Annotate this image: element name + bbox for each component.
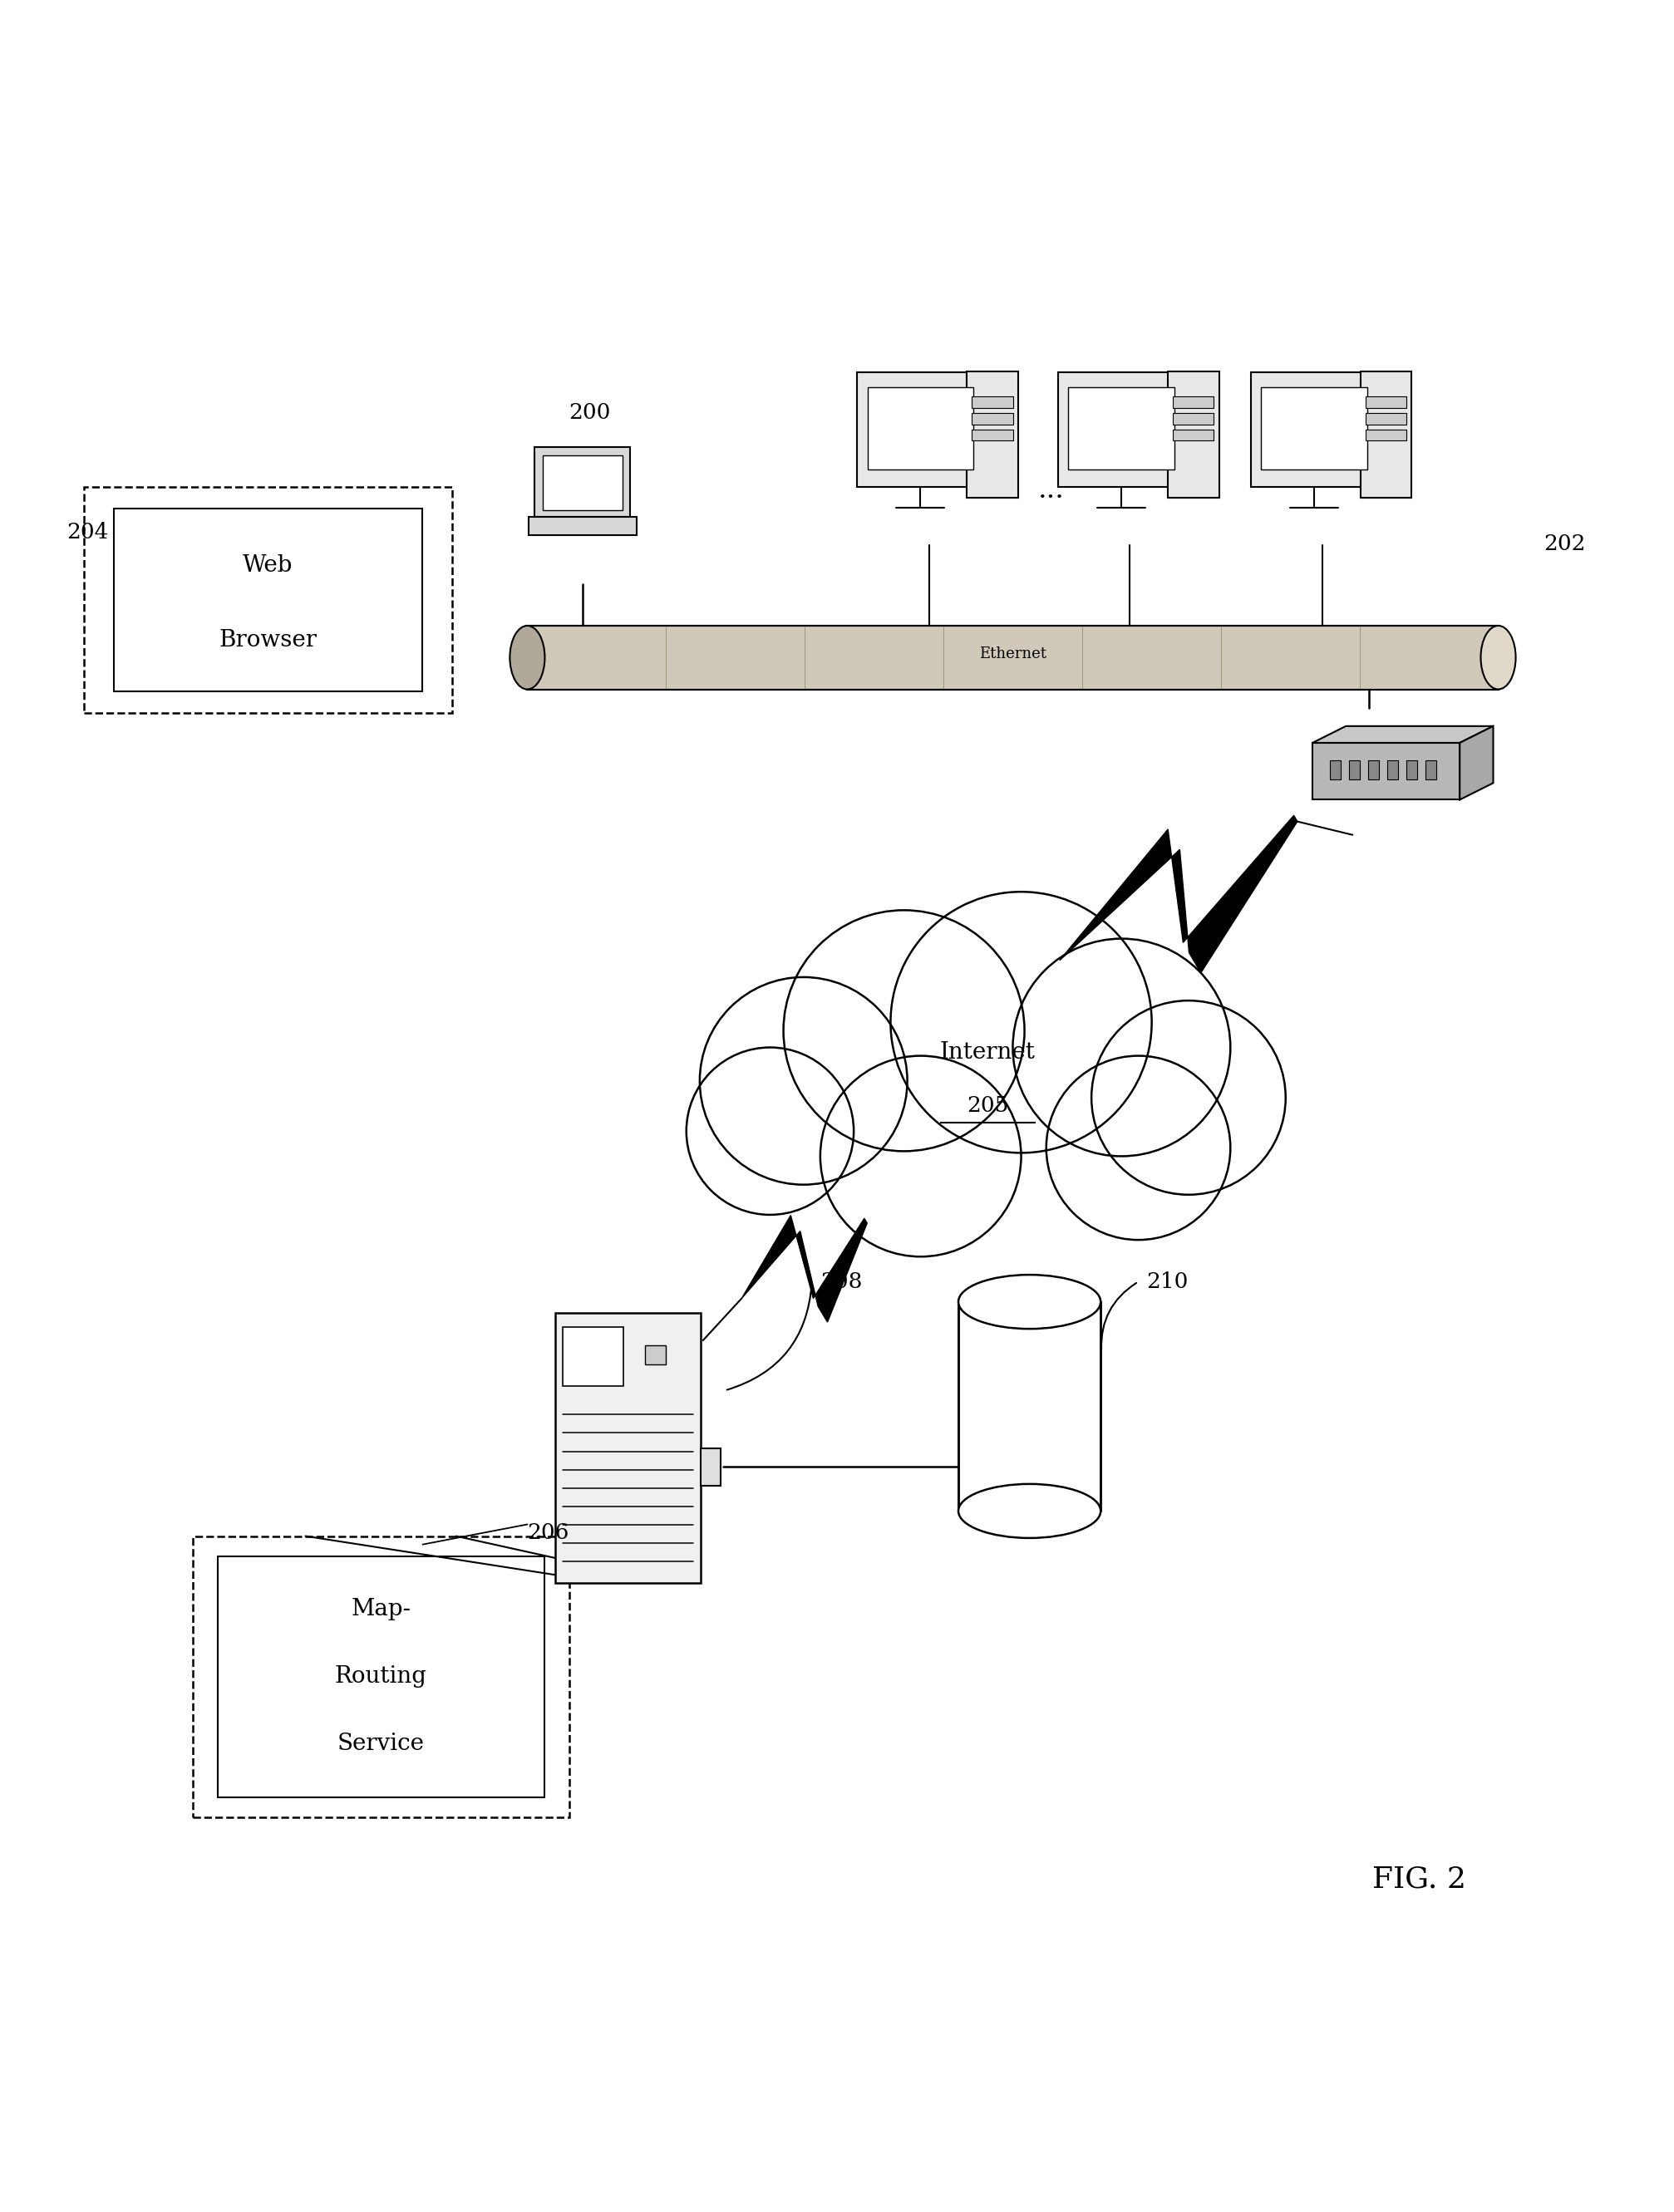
Polygon shape <box>1173 414 1214 425</box>
Polygon shape <box>1331 761 1341 781</box>
Polygon shape <box>644 1345 666 1365</box>
Ellipse shape <box>958 1274 1101 1329</box>
Polygon shape <box>700 1449 721 1486</box>
Polygon shape <box>114 509 422 690</box>
Polygon shape <box>556 1314 700 1584</box>
Polygon shape <box>542 456 623 511</box>
Circle shape <box>1013 938 1230 1157</box>
Polygon shape <box>1366 414 1406 425</box>
Polygon shape <box>1368 761 1379 781</box>
Text: 202: 202 <box>1543 533 1585 553</box>
Polygon shape <box>562 1327 623 1387</box>
Polygon shape <box>1361 372 1411 498</box>
Polygon shape <box>1261 387 1368 469</box>
Polygon shape <box>1349 761 1359 781</box>
Circle shape <box>686 1048 854 1214</box>
Polygon shape <box>867 387 974 469</box>
Circle shape <box>1046 1055 1230 1241</box>
Text: 204: 204 <box>67 522 109 542</box>
Polygon shape <box>1406 761 1416 781</box>
Polygon shape <box>1366 429 1406 440</box>
Ellipse shape <box>958 1484 1101 1537</box>
Circle shape <box>700 978 907 1186</box>
Polygon shape <box>973 396 1013 407</box>
Text: Internet: Internet <box>939 1042 1036 1064</box>
Text: Web: Web <box>243 555 293 577</box>
Polygon shape <box>1173 429 1214 440</box>
Polygon shape <box>1068 387 1175 469</box>
Text: 205: 205 <box>966 1095 1009 1117</box>
Polygon shape <box>218 1557 544 1796</box>
Text: 200: 200 <box>567 403 611 422</box>
Text: 210: 210 <box>1147 1272 1189 1292</box>
Polygon shape <box>973 429 1013 440</box>
Polygon shape <box>529 518 636 535</box>
Polygon shape <box>958 1303 1101 1511</box>
Polygon shape <box>1312 726 1493 743</box>
Text: Routing: Routing <box>335 1666 427 1688</box>
Polygon shape <box>1366 396 1406 407</box>
Text: Browser: Browser <box>219 628 316 653</box>
Polygon shape <box>1250 372 1378 487</box>
Polygon shape <box>527 626 1498 690</box>
Circle shape <box>783 909 1024 1150</box>
Text: FIG. 2: FIG. 2 <box>1373 1865 1466 1893</box>
Text: Ethernet: Ethernet <box>979 646 1046 661</box>
Polygon shape <box>968 372 1018 498</box>
Circle shape <box>820 1055 1021 1256</box>
Ellipse shape <box>1481 626 1515 690</box>
Polygon shape <box>973 414 1013 425</box>
Polygon shape <box>1168 372 1219 498</box>
Polygon shape <box>1460 726 1493 801</box>
Ellipse shape <box>511 626 544 690</box>
Text: 206: 206 <box>527 1522 569 1544</box>
Polygon shape <box>1173 396 1214 407</box>
Text: Map-: Map- <box>352 1597 410 1621</box>
Polygon shape <box>534 447 629 518</box>
Polygon shape <box>1388 761 1398 781</box>
Polygon shape <box>1058 372 1185 487</box>
Circle shape <box>891 891 1152 1152</box>
Text: 208: 208 <box>820 1272 862 1292</box>
Text: ...: ... <box>1038 478 1065 504</box>
Text: Service: Service <box>336 1732 425 1756</box>
Polygon shape <box>1426 761 1436 781</box>
Polygon shape <box>1060 816 1297 973</box>
Circle shape <box>1091 1000 1286 1194</box>
Polygon shape <box>1312 743 1460 801</box>
Polygon shape <box>857 372 984 487</box>
Polygon shape <box>742 1214 867 1323</box>
